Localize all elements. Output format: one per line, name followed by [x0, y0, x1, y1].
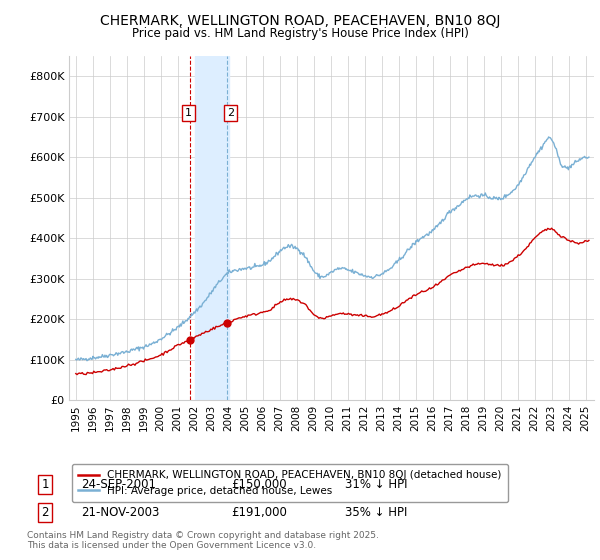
Text: Contains HM Land Registry data © Crown copyright and database right 2025.
This d: Contains HM Land Registry data © Crown c…: [27, 530, 379, 550]
Text: CHERMARK, WELLINGTON ROAD, PEACEHAVEN, BN10 8QJ: CHERMARK, WELLINGTON ROAD, PEACEHAVEN, B…: [100, 14, 500, 28]
Text: Price paid vs. HM Land Registry's House Price Index (HPI): Price paid vs. HM Land Registry's House …: [131, 27, 469, 40]
Text: 2: 2: [41, 506, 49, 519]
Text: £150,000: £150,000: [231, 478, 287, 491]
Text: 2: 2: [227, 108, 234, 118]
Bar: [195, 56, 229, 400]
Text: 1: 1: [185, 108, 192, 118]
Text: 21-NOV-2003: 21-NOV-2003: [81, 506, 160, 519]
Text: 1: 1: [41, 478, 49, 491]
Text: 35% ↓ HPI: 35% ↓ HPI: [345, 506, 407, 519]
Text: £191,000: £191,000: [231, 506, 287, 519]
Text: 31% ↓ HPI: 31% ↓ HPI: [345, 478, 407, 491]
Legend: CHERMARK, WELLINGTON ROAD, PEACEHAVEN, BN10 8QJ (detached house), HPI: Average p: CHERMARK, WELLINGTON ROAD, PEACEHAVEN, B…: [71, 464, 508, 502]
Text: 24-SEP-2001: 24-SEP-2001: [81, 478, 156, 491]
